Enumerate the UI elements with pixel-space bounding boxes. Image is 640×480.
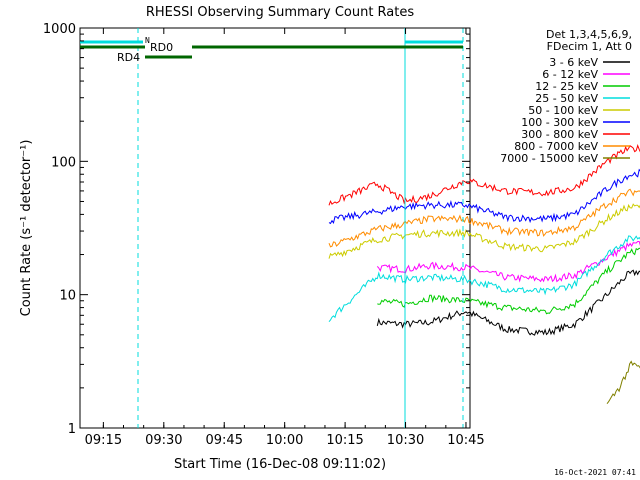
series-line <box>328 235 640 323</box>
x-tick-label: 10:00 <box>266 433 303 448</box>
series-line <box>606 360 640 405</box>
series-line <box>328 188 640 248</box>
legend-label: 800 - 7000 keV <box>514 140 598 153</box>
series-line <box>377 247 640 315</box>
y-axis: 1 10 100 1000 <box>43 22 470 437</box>
x-axis-label: Start Time (16-Dec-08 09:11:02) <box>174 457 386 472</box>
annotation-rd0: RD0 <box>150 41 173 54</box>
x-tick-label: 09:15 <box>85 433 122 448</box>
plot-frame <box>79 27 471 429</box>
legend-header-line: Det 1,3,4,5,6,9, <box>546 28 632 41</box>
y-tick-label: 100 <box>51 155 76 170</box>
legend-label: 3 - 6 keV <box>549 56 598 69</box>
series-layer <box>328 143 640 405</box>
x-tick-label: 09:45 <box>206 433 243 448</box>
legend: Det 1,3,4,5,6,9, FDecim 1, Att 0 3 - 6 k… <box>500 28 632 165</box>
legend-label: 12 - 25 keV <box>535 80 598 93</box>
legend-label: 6 - 12 keV <box>542 68 598 81</box>
series-line <box>376 241 640 283</box>
y-axis-label: Count Rate (s⁻¹ detector⁻¹) <box>19 140 34 317</box>
legend-header-line: FDecim 1, Att 0 <box>547 40 632 53</box>
timestamp: 16-Oct-2021 07:41 <box>554 468 636 477</box>
overlay-layer: N RD0 RD4 <box>80 28 464 428</box>
y-tick-label: 1000 <box>43 22 76 37</box>
series-line <box>376 269 640 336</box>
x-tick-label: 10:45 <box>447 433 484 448</box>
chart-title: RHESSI Observing Summary Count Rates <box>146 5 415 20</box>
y-tick-label: 10 <box>59 289 76 304</box>
x-tick-label: 10:30 <box>387 433 424 448</box>
legend-label: 300 - 800 keV <box>521 128 598 141</box>
x-axis: 09:15 09:30 09:45 10:00 10:15 10:30 10:45 <box>85 28 485 448</box>
legend-label: 25 - 50 keV <box>535 92 598 105</box>
annotation-rd4: RD4 <box>117 51 140 64</box>
legend-label: 50 - 100 keV <box>528 104 598 117</box>
plot-area: N RD0 RD4 <box>79 27 640 429</box>
x-tick-label: 09:30 <box>145 433 182 448</box>
series-line <box>328 203 640 259</box>
annotation-n: N <box>145 36 150 45</box>
x-tick-label: 10:15 <box>326 433 363 448</box>
legend-label: 7000 - 15000 keV <box>500 152 598 165</box>
y-tick-label: 1 <box>68 422 76 437</box>
legend-label: 100 - 300 keV <box>521 116 598 129</box>
series-line <box>328 168 640 225</box>
series-line <box>328 143 640 206</box>
